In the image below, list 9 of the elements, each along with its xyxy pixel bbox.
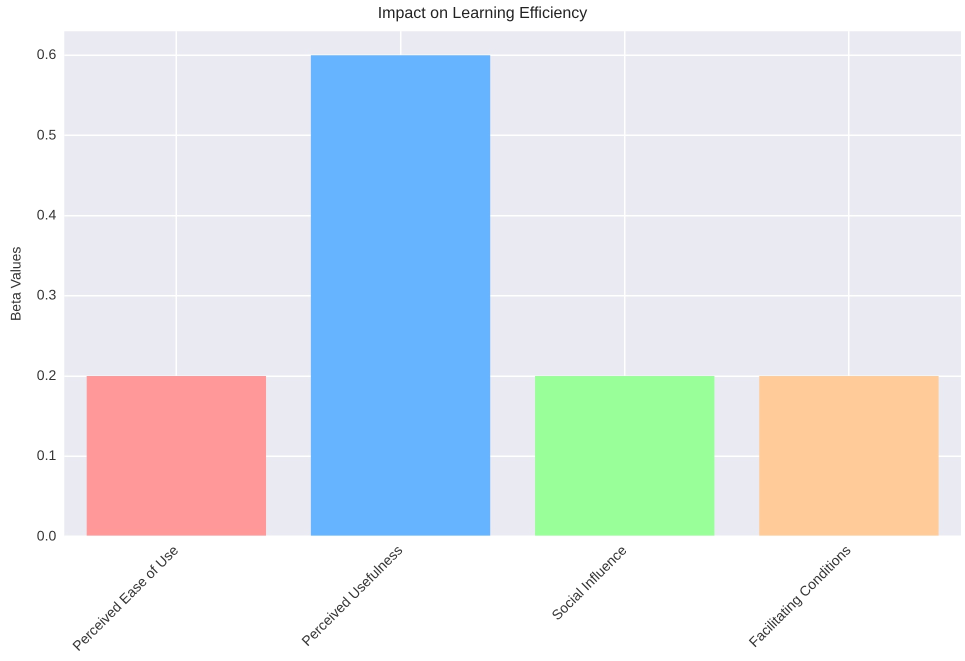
y-tick-label: 0.5 [36,126,56,142]
y-tick-label: 0.6 [36,46,56,62]
y-tick-label: 0.3 [36,286,56,303]
chart-title: Impact on Learning Efficiency [378,5,588,22]
y-tick-label: 0.4 [36,206,56,223]
y-tick-label: 0.0 [36,527,56,544]
y-tick-label: 0.1 [36,447,56,464]
y-axis-title: Beta Values [7,246,24,322]
y-tick-label: 0.2 [36,366,56,383]
